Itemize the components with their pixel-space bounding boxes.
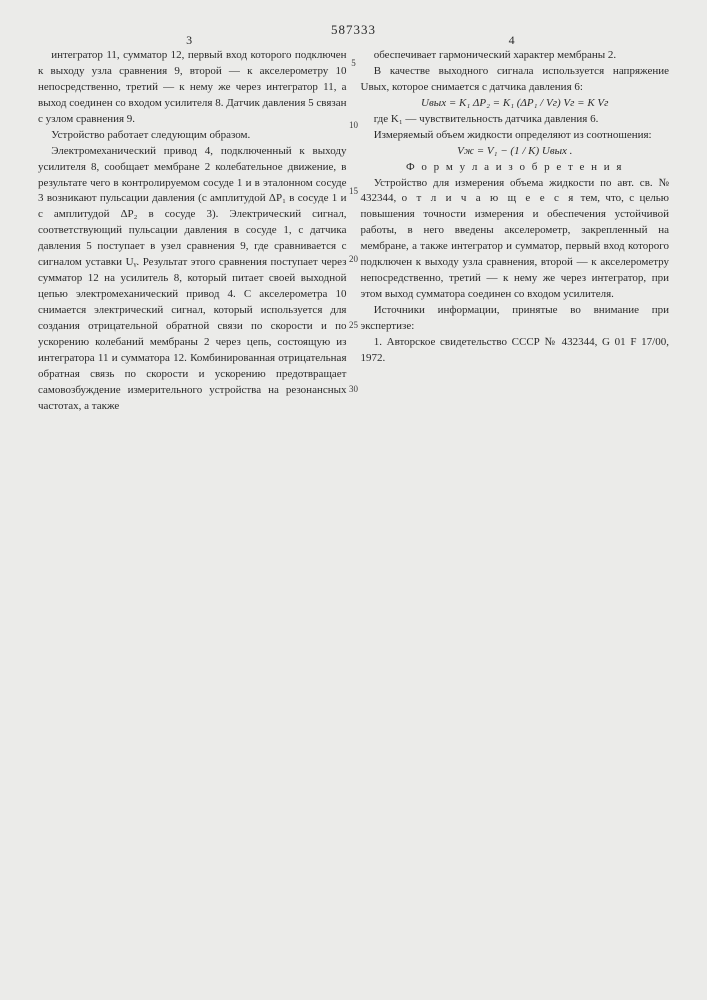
line-mark: 15 bbox=[348, 186, 360, 196]
right-p2: В качестве выходного сигнала используетс… bbox=[361, 64, 670, 96]
right-p3: где K₁ — чувствительность датчика давлен… bbox=[361, 112, 670, 128]
right-p4: Измеряемый объем жидкости определяют из … bbox=[361, 128, 670, 144]
right-p6: Источники информации, принятые во вниман… bbox=[361, 303, 670, 335]
line-mark: 25 bbox=[348, 320, 360, 330]
left-column: 3 интегратор 11, сумматор 12, первый вхо… bbox=[38, 48, 347, 415]
left-p1: интегратор 11, сумматор 12, первый вход … bbox=[38, 48, 347, 128]
right-column-number: 4 bbox=[509, 32, 515, 49]
section-heading: Ф о р м у л а и з о б р е т е н и я bbox=[361, 160, 670, 176]
left-p2: Устройство работает следующим образом. bbox=[38, 128, 347, 144]
line-mark: 20 bbox=[348, 254, 360, 264]
p5-emph: о т л и ч а ю щ е е с я bbox=[402, 192, 576, 204]
right-p7: 1. Авторское свидетельство СССР № 432344… bbox=[361, 335, 670, 367]
line-mark: 10 bbox=[348, 120, 360, 130]
left-column-number: 3 bbox=[186, 32, 192, 49]
formula-1: Uвых = K₁ ΔP₂ = K₁ (ΔP₁ / Vг) Vг = K Vг bbox=[361, 96, 670, 112]
page-body: 3 интегратор 11, сумматор 12, первый вхо… bbox=[38, 48, 669, 415]
patent-number: 587333 bbox=[38, 22, 669, 38]
formula-2: Vж = V₁ − (1 / K) Uвых . bbox=[361, 144, 670, 160]
right-p5: Устройство для измерения объема жидкости… bbox=[361, 176, 670, 304]
p5-post: тем, что, с целью повышения точности изм… bbox=[361, 192, 670, 300]
line-mark: 5 bbox=[348, 58, 360, 68]
line-mark: 30 bbox=[348, 384, 360, 394]
right-p1: обеспечивает гармонический характер мемб… bbox=[361, 48, 670, 64]
left-p3: Электромеханический привод 4, подключенн… bbox=[38, 144, 347, 415]
right-column: 4 обеспечивает гармонический характер ме… bbox=[361, 48, 670, 415]
